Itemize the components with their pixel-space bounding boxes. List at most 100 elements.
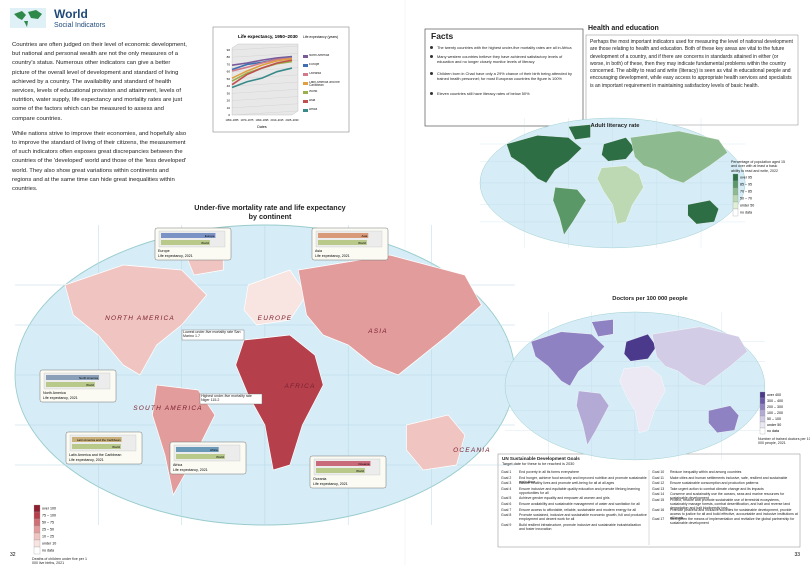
goal-number: Goal 6 (501, 502, 512, 506)
land (708, 405, 740, 433)
land (297, 254, 482, 376)
legend-label: Europe (309, 62, 320, 66)
legend-swatch (303, 64, 308, 67)
sdg-title: UN Sustainable Development Goals (502, 456, 580, 461)
goal-text: Reduce inequality within and among count… (670, 470, 742, 474)
legend-label: World (309, 89, 318, 93)
note: Lowest under-five mortality rate San Mar… (183, 330, 241, 339)
goal-text: Build resilient infrastructure, promote … (519, 522, 641, 531)
inset-name: Oceania (313, 477, 326, 481)
land (652, 326, 748, 387)
goal-text: Ensure inclusive and equitable quality e… (519, 486, 640, 495)
bar (176, 447, 219, 452)
inset-name: Europe (158, 249, 170, 253)
bar-label: Asia (361, 234, 367, 238)
legend-title-text: Deaths of children under five per 1 000 … (32, 557, 87, 565)
x-axis-label: Dates (257, 125, 267, 129)
legend-label: no data (767, 429, 779, 433)
legend-label: 50 – 70 (740, 197, 752, 201)
legend-swatch (303, 100, 308, 103)
inset-name: Asia (315, 249, 322, 253)
bar (46, 382, 95, 387)
life-chart: Life expectancy, 1950–2030 Life expectanc… (226, 34, 340, 129)
legend-label: 75 – 100 (42, 514, 56, 518)
legend-entry: Latin America and the Caribbean (309, 80, 340, 88)
continent-label: NORTH AMERICA (105, 315, 175, 322)
page-title: World (54, 7, 88, 21)
series-line (231, 59, 293, 86)
legend-label: Latin America and the Caribbean (309, 80, 340, 88)
land (601, 137, 635, 162)
bullet (430, 72, 433, 75)
goal-number: Goal 16 (652, 507, 665, 512)
legend-label: 70 – 85 (740, 190, 752, 194)
y-tick-label: 60 (227, 70, 231, 74)
bar (72, 444, 121, 449)
health-title: Health and education (588, 25, 659, 32)
goal-text: End poverty in all its forms everywhere (519, 470, 580, 474)
bar (46, 375, 100, 380)
bar (176, 454, 225, 459)
goal-text: End hunger, achieve food security and im… (519, 475, 647, 484)
land (552, 187, 587, 236)
y-tick-label: 70 (227, 62, 231, 66)
goal-number: Goal 14 (652, 492, 665, 497)
goal-number: Goal 1 (501, 470, 512, 474)
legend-swatch (33, 518, 41, 527)
bar-label: World (86, 383, 94, 387)
goal-text: Strengthen the means of implementation a… (670, 517, 795, 526)
legend-swatch (759, 391, 766, 399)
land (576, 390, 610, 446)
bar-label: World (356, 469, 364, 473)
y-tick-label: 90 (227, 48, 231, 52)
goal-number: Goal 13 (652, 486, 665, 491)
legend-entry: Oceania (309, 72, 321, 75)
bar (316, 461, 371, 466)
legend-swatch (732, 194, 739, 203)
grid-line (231, 81, 299, 87)
legend-label: Asia (309, 98, 316, 102)
goal-text: Protect, restore and promote sustainable… (670, 498, 791, 510)
inset-name: Latin America and the Caribbean (69, 453, 121, 457)
grid-line (231, 67, 299, 72)
legend-swatch (33, 525, 41, 534)
legend-swatch (759, 403, 766, 411)
x-tick-label: 1950–1955 (226, 118, 240, 122)
series-line (231, 67, 293, 89)
health-text: Perhaps the most important indicators us… (590, 39, 793, 89)
note-text: Lowest under-five mortality rate San Mar… (183, 330, 241, 339)
inset-name: North America (43, 391, 66, 395)
legend-label: 25 – 50 (42, 528, 54, 532)
y-tick-label: 20 (227, 99, 231, 103)
legend-swatch (33, 539, 41, 548)
grid-line (231, 96, 299, 101)
legend-label: 85 – 95 (740, 183, 752, 187)
legend-swatch (732, 187, 739, 196)
bar-label: Oceania (358, 462, 370, 466)
chart-title: Life expectancy, 1950–2030 (238, 34, 298, 39)
grid-line (231, 103, 299, 108)
legend-label: 50 – 100 (767, 417, 781, 421)
goal-number: Goal 15 (652, 498, 665, 502)
facts-title: Facts (431, 31, 454, 41)
legend-entry: North America (309, 54, 329, 57)
inset-caption: Life expectancy, 2021 (173, 468, 208, 472)
legend-label: 200 – 300 (767, 405, 783, 409)
goal-text: Conserve and sustainably use the oceans,… (670, 492, 785, 501)
y-tick-label: 50 (227, 77, 231, 81)
goal-number: Goal 17 (652, 517, 665, 522)
bar (318, 233, 369, 238)
goal-text: Promote sustained, inclusive and sustain… (519, 513, 647, 522)
y-tick-label: 30 (227, 91, 231, 95)
y-tick-label: 10 (227, 106, 231, 110)
note: Highest under-five mortality rate Niger … (201, 394, 252, 402)
legend-title-text: Percentage of population aged 15 and ove… (731, 160, 785, 173)
legend-label: under 10 (42, 542, 56, 546)
bar-label: Latin America and the Caribbean (77, 438, 121, 442)
legend-title: Percentage of population aged 15 and ove… (731, 160, 785, 173)
legends: over 100 75 – 100 50 – 75 25 – 50 10 – 25 und… (32, 160, 810, 565)
legend-swatch (759, 421, 766, 429)
x-tick-label: 2025–2030 (286, 118, 300, 122)
sdg-subtitle: Target date for these to be reached is 2… (502, 462, 575, 466)
bar-label: World (358, 241, 366, 245)
